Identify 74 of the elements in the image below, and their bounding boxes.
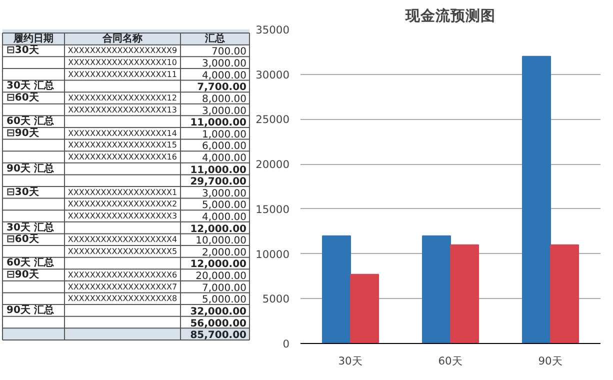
text: XXXXXXXXXXXXXXXXXX11 [68,70,177,79]
text: 1,000.00 [202,129,246,140]
bar [522,56,551,344]
text: XXXXXXXXXXXXXXXXXXX9 [68,46,178,56]
text: 12,000.00 [190,224,247,235]
text: 10,000.00 [196,236,247,247]
text: 3,000.00 [202,58,246,70]
text: 6,000.00 [202,141,246,152]
text: XXXXXXXXXXXXXXXXXXX6 [68,270,178,280]
text: 8,000.00 [202,94,246,105]
text: 30天 汇总 [6,222,54,234]
text: XXXXXXXXXXXXXXXXXXX5 [68,246,178,256]
text: ⊟90天 [6,270,39,281]
y-tick-label: 5000 [262,292,290,306]
chart-title: 现金流预测图 [404,6,496,24]
y-tick-label: 20000 [256,158,290,172]
text: 11,000.00 [190,118,247,129]
bar [422,235,451,344]
text: 20,000.00 [196,271,247,282]
text: ⊟60天 [6,92,39,104]
text: XXXXXXXXXXXXXXXXXX16 [68,152,177,162]
text: 60天 汇总 [6,116,54,128]
text: XXXXXXXXXXXXXXXXXX15 [68,140,177,150]
text: 11,000.00 [190,164,247,176]
y-tick-label: 35000 [256,24,290,36]
text: 7,000.00 [202,282,246,294]
y-tick-label: 30000 [256,68,290,82]
category-label: 履约日期 [12,32,54,44]
text: 2,000.00 [202,247,246,258]
text: XXXXXXXXXXXXXXXXXXX3 [68,212,178,221]
x-tick-label: 90天 [538,354,563,368]
text: 60天 汇总 [6,258,54,269]
text: 4,000.00 [202,152,246,164]
text: 56,000.00 [190,318,247,330]
bar [350,274,379,344]
text: 700.00 [212,46,247,58]
text: XXXXXXXXXXXXXXXXXX13 [68,105,177,114]
text: ⊟90天 [6,128,39,139]
text: 32,000.00 [190,306,247,318]
text: 5,000.00 [202,294,246,306]
x-tick-label: 30天 [338,354,363,368]
text: XXXXXXXXXXXXXXXXXX10 [68,58,177,68]
text: ⊟30天 [6,45,39,56]
text: XXXXXXXXXXXXXXXXXXX4 [68,235,178,244]
text: XXXXXXXXXXXXXXXXXXX8 [68,294,178,304]
text: 29,700.00 [190,176,247,188]
y-tick-label: 0 [282,338,290,350]
text: 12,000.00 [190,259,247,270]
text: XXXXXXXXXXXXXXXXXXX1 [68,188,178,197]
text: 5,000.00 [202,200,246,212]
bar [550,244,579,344]
text: 4,000.00 [202,212,246,224]
y-tick-label: 10000 [256,248,290,261]
x-tick-label: 60天 [438,354,463,368]
category-label: 合同名称 [102,32,144,44]
text: 3,000.00 [202,188,246,200]
text: 85,700.00 [190,330,247,342]
text: 7,700.00 [197,82,247,94]
bar [450,244,479,344]
text: 90天 汇总 [6,304,54,316]
y-tick-label: 25000 [256,113,290,126]
text: ⊟30天 [6,186,39,198]
text: XXXXXXXXXXXXXXXXXX12 [68,93,177,102]
text: 30天 汇总 [6,80,54,92]
y-tick-label: 15000 [256,202,290,216]
text: 4,000.00 [202,70,246,82]
bar [322,235,351,344]
text: 90天 汇总 [6,163,54,174]
text: XXXXXXXXXXXXXXXXXX14 [68,128,177,138]
text: XXXXXXXXXXXXXXXXXXX2 [68,200,178,209]
category-label: 汇总 [204,32,226,44]
text: ⊟60天 [6,234,39,246]
text: XXXXXXXXXXXXXXXXXXX7 [68,282,178,292]
text: 3,000.00 [202,106,246,117]
